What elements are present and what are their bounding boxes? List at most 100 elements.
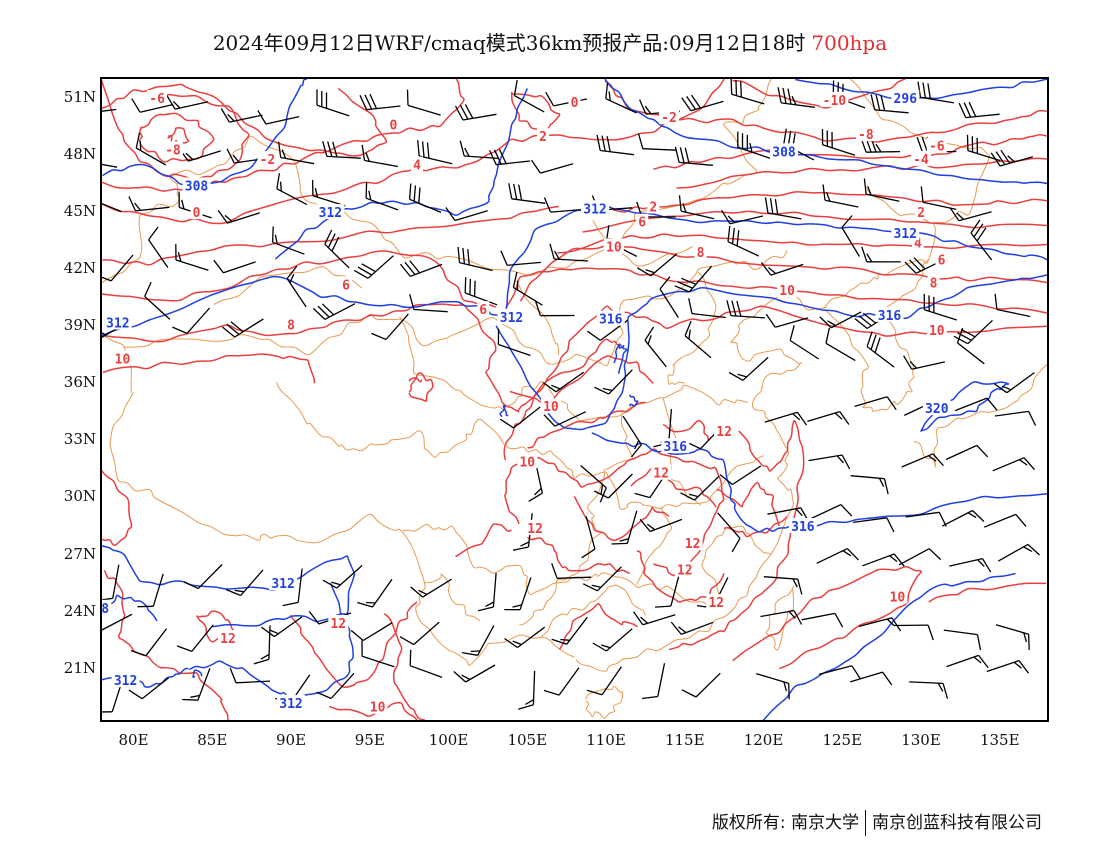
wind-barb <box>678 195 715 220</box>
label-mask <box>328 615 349 630</box>
wind-barb <box>551 563 592 579</box>
wind-barb <box>949 557 992 573</box>
label-mask <box>651 464 672 480</box>
wind-barb <box>605 82 637 114</box>
wind-barb <box>777 87 815 108</box>
wind-barb <box>942 509 985 527</box>
wind-barb <box>636 253 678 277</box>
border-line <box>517 282 560 355</box>
wind-barb <box>905 511 947 527</box>
temperature-label: -2 <box>260 153 276 168</box>
label-mask <box>694 244 707 260</box>
temperature-label: -10 <box>823 94 847 109</box>
wind-barb <box>594 369 633 395</box>
label-mask <box>706 594 727 610</box>
wind-barb <box>917 81 955 104</box>
wind-barb <box>633 611 676 626</box>
wind-barb <box>508 183 546 204</box>
wind-barb <box>137 573 164 608</box>
wind-barb <box>534 300 575 317</box>
isotherm-line <box>102 83 388 157</box>
temperature-label: -6 <box>149 92 165 107</box>
temperature-label: 4 <box>914 237 922 252</box>
wind-barb <box>966 134 1001 162</box>
label-mask <box>926 137 947 153</box>
wind-barb <box>399 260 443 278</box>
wind-barb <box>954 397 998 412</box>
height-label: 320 <box>925 402 949 417</box>
wind-barb <box>898 548 942 566</box>
wind-barb <box>760 262 804 276</box>
wind-barb <box>756 672 790 700</box>
height-label: 308 <box>772 145 796 160</box>
isotherm-line <box>928 582 1047 603</box>
wind-barb <box>622 415 642 458</box>
wind-barb <box>866 331 895 368</box>
isotherm-line <box>511 91 561 133</box>
wind-barb <box>409 294 448 313</box>
label-mask <box>926 322 947 338</box>
footer-divider <box>865 810 866 836</box>
wind-barb <box>399 621 440 646</box>
lon-tick-label: 85E <box>197 731 228 749</box>
wind-barb <box>128 677 170 700</box>
wind-barb <box>970 219 993 261</box>
wind-barb <box>764 197 802 220</box>
border-line <box>399 316 748 422</box>
wind-barb <box>727 225 760 257</box>
height-contour-line <box>495 274 1047 431</box>
lat-tick-label: 30N <box>63 487 96 506</box>
wind-barb <box>350 622 393 642</box>
wind-barb <box>997 543 1041 562</box>
wind-barb <box>594 473 633 499</box>
isotherm-line <box>503 267 1047 319</box>
isotherm-line <box>102 353 316 384</box>
isotherm-line <box>558 602 638 650</box>
isotherm-line <box>630 466 717 508</box>
height-label: 312 <box>500 311 523 326</box>
label-mask <box>102 569 105 585</box>
wind-barb <box>870 94 909 114</box>
wind-barb <box>225 569 264 597</box>
label-mask <box>875 306 904 322</box>
temperature-label: 10 <box>779 284 795 299</box>
title-text: 2024年09月12日WRF/cmaq模式36km预报产品:09月12日18时 <box>212 31 806 55</box>
wind-barb <box>945 444 989 461</box>
lat-tick-label: 51N <box>63 88 96 107</box>
label-mask <box>659 109 679 124</box>
isotherm-line <box>102 205 559 266</box>
isotherm-line <box>102 303 520 413</box>
temperature-label: 2 <box>539 130 547 145</box>
isotherm-line <box>662 419 710 441</box>
height-labels: 296 308 308 312 312 312 316 312 312 316 320 316 316 3… <box>102 90 951 712</box>
wind-barb <box>730 79 765 105</box>
wind-barb <box>994 293 1031 318</box>
isotherm-line <box>732 79 906 109</box>
wind-barb <box>176 624 214 653</box>
height-label: 312 <box>894 227 917 242</box>
wind-barb <box>166 95 209 110</box>
label-mask <box>162 141 183 157</box>
height-label: 296 <box>894 92 918 107</box>
wind-barb <box>809 504 853 520</box>
wind-barb <box>659 276 679 318</box>
wind-barb <box>596 134 635 156</box>
temperature-label: 12 <box>677 564 693 579</box>
lat-tick-label: 48N <box>63 145 96 164</box>
country-province-borders <box>102 79 1047 719</box>
wind-barb <box>464 277 498 306</box>
isotherm-line <box>676 157 1047 189</box>
label-mask <box>277 694 305 710</box>
border-line <box>913 363 1047 468</box>
border-line <box>585 685 624 719</box>
wind-barb <box>322 565 363 589</box>
label-mask <box>103 314 132 330</box>
temperature-label: 12 <box>716 425 732 440</box>
label-mask <box>269 575 298 591</box>
label-mask <box>477 301 490 317</box>
isotherm-line <box>103 569 229 720</box>
label-mask <box>927 274 940 290</box>
wind-barb <box>530 159 574 174</box>
wind-barb <box>518 670 536 710</box>
